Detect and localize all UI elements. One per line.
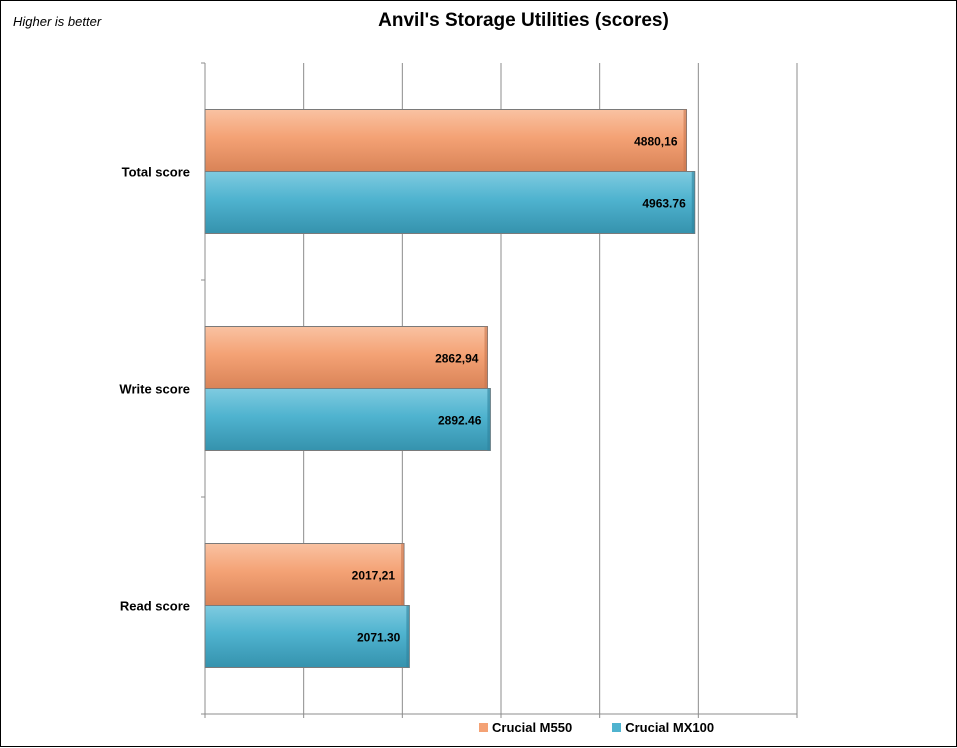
chart-title: Anvil's Storage Utilities (scores) (378, 10, 669, 31)
data-label: 2892.46 (438, 414, 482, 428)
bar-edge (487, 388, 491, 451)
data-label: 4963.76 (642, 197, 686, 211)
bar (204, 388, 491, 451)
data-label: 2071.30 (357, 631, 401, 645)
legend-label-mx100: Crucial MX100 (625, 720, 715, 735)
bar (204, 109, 688, 172)
bar (204, 326, 488, 389)
category-label: Read score (120, 599, 190, 614)
legend-item-m550: Crucial M550 (479, 720, 572, 735)
bar-edge (401, 543, 405, 606)
bar (204, 605, 410, 668)
legend-item-mx100: Crucial MX100 (612, 720, 714, 735)
legend: Crucial M550 Crucial MX100 (479, 720, 754, 735)
bar-edge (406, 605, 410, 668)
bar-edge (683, 109, 687, 172)
bar (204, 171, 696, 234)
bar-edge (691, 171, 695, 234)
data-label: 4880,16 (634, 135, 678, 149)
bar-edge (484, 326, 488, 389)
bar (204, 543, 405, 606)
category-label: Write score (119, 382, 190, 397)
data-label: 2017,21 (352, 569, 396, 583)
category-label: Total score (122, 165, 190, 180)
legend-swatch-mx100 (612, 723, 622, 732)
legend-label-m550: Crucial M550 (492, 720, 573, 735)
chart-note: Higher is better (13, 14, 102, 29)
legend-swatch-m550 (479, 723, 488, 732)
data-label: 2862,94 (435, 352, 479, 366)
